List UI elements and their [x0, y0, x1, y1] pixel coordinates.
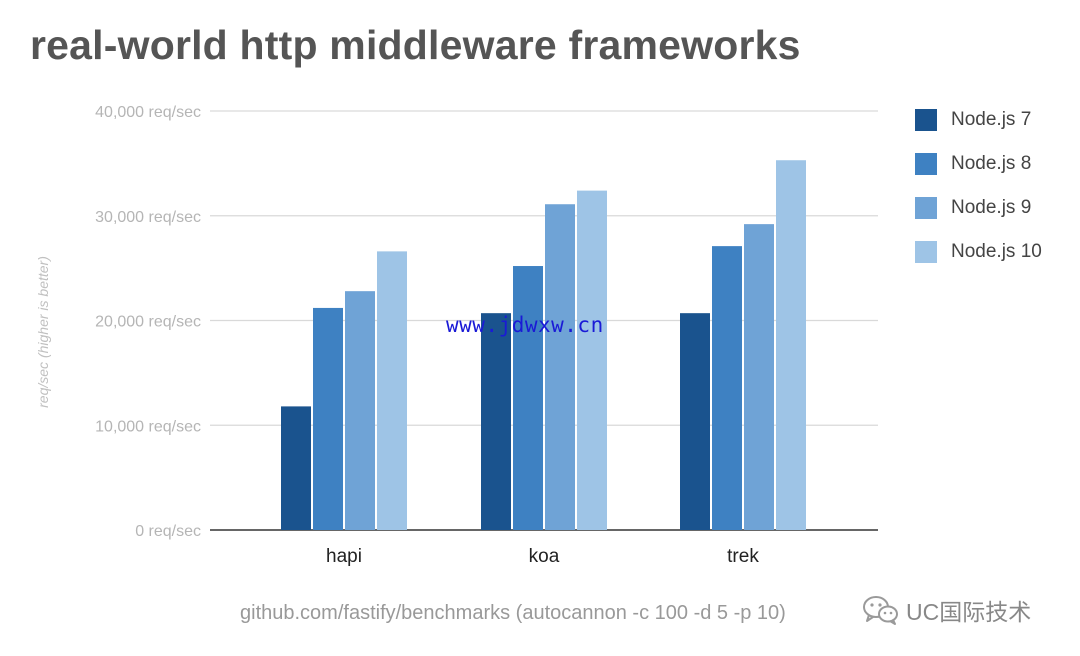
legend-label: Node.js 8 [951, 153, 1032, 174]
brand-mark: UC国际技术 [862, 593, 1031, 627]
legend-item: Node.js 8 [915, 142, 1042, 186]
y-tick-label: 40,000 req/sec [95, 104, 201, 121]
source-note: github.com/fastify/benchmarks (autocanno… [240, 602, 786, 624]
legend-swatch [915, 109, 937, 131]
bar-trek-1 [712, 246, 742, 530]
x-tick-labels: hapi koa trek [326, 546, 759, 567]
y-axis-label: req/sec (higher is better) [35, 256, 51, 408]
bar-trek-0 [680, 313, 710, 530]
bar-koa-1 [513, 266, 543, 530]
bar-hapi-2 [345, 291, 375, 530]
bar-hapi-0 [281, 406, 311, 530]
x-tick-label: hapi [326, 546, 362, 567]
legend-swatch [915, 197, 937, 219]
bar-hapi-1 [313, 307, 343, 530]
x-tick-label: trek [727, 546, 759, 567]
brand-text: UC国际技术 [906, 599, 1032, 625]
watermark-text: www.jdwxw.cn [446, 313, 604, 337]
x-tick-label: koa [529, 546, 560, 567]
bar-hapi-3 [377, 251, 407, 531]
legend-swatch [915, 241, 937, 263]
wechat-icon [863, 596, 898, 625]
bars [281, 160, 806, 531]
y-tick-label: 20,000 req/sec [95, 314, 201, 331]
legend-item: Node.js 9 [915, 186, 1042, 230]
legend: Node.js 7 Node.js 8 Node.js 9 Node.js 10 [915, 98, 1042, 274]
bar-trek-2 [744, 224, 774, 530]
y-tick-label: 30,000 req/sec [95, 209, 201, 226]
legend-label: Node.js 9 [951, 197, 1032, 218]
y-tick-label: 0 req/sec [135, 523, 201, 540]
legend-label: Node.js 10 [951, 241, 1042, 262]
legend-label: Node.js 7 [951, 109, 1032, 130]
bar-koa-3 [577, 190, 607, 531]
legend-item: Node.js 7 [915, 98, 1042, 142]
y-tick-label: 10,000 req/sec [95, 418, 201, 435]
bar-koa-0 [481, 313, 511, 530]
bar-trek-3 [776, 160, 806, 531]
bar-koa-2 [545, 204, 575, 531]
y-tick-labels: 0 req/sec 10,000 req/sec 20,000 req/sec 30,… [95, 104, 201, 540]
legend-swatch [915, 153, 937, 175]
chart-title: real-world http middleware frameworks [30, 22, 801, 68]
legend-item: Node.js 10 [915, 230, 1042, 274]
